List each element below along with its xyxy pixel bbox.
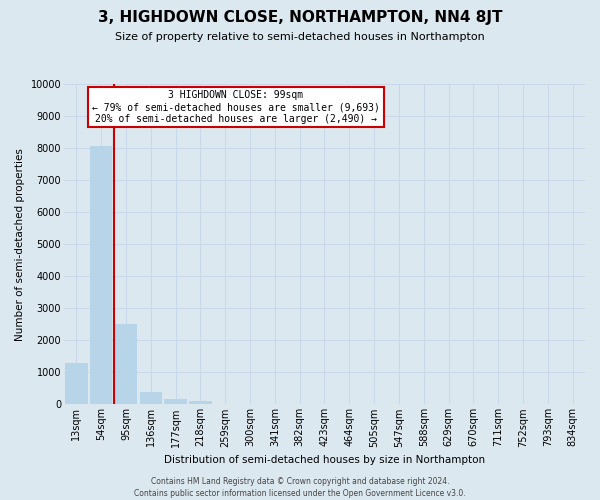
Text: 3, HIGHDOWN CLOSE, NORTHAMPTON, NN4 8JT: 3, HIGHDOWN CLOSE, NORTHAMPTON, NN4 8JT [98, 10, 502, 25]
Bar [90, 146, 112, 404]
Y-axis label: Number of semi-detached properties: Number of semi-detached properties [15, 148, 25, 340]
Bar [115, 324, 137, 404]
Bar [65, 362, 88, 405]
Bar [164, 400, 187, 404]
Bar [140, 392, 162, 404]
Text: Size of property relative to semi-detached houses in Northampton: Size of property relative to semi-detach… [115, 32, 485, 42]
Text: 3 HIGHDOWN CLOSE: 99sqm
← 79% of semi-detached houses are smaller (9,693)
20% of: 3 HIGHDOWN CLOSE: 99sqm ← 79% of semi-de… [92, 90, 380, 124]
Text: Contains HM Land Registry data © Crown copyright and database right 2024.
Contai: Contains HM Land Registry data © Crown c… [134, 476, 466, 498]
Bar [189, 401, 212, 404]
X-axis label: Distribution of semi-detached houses by size in Northampton: Distribution of semi-detached houses by … [164, 455, 485, 465]
